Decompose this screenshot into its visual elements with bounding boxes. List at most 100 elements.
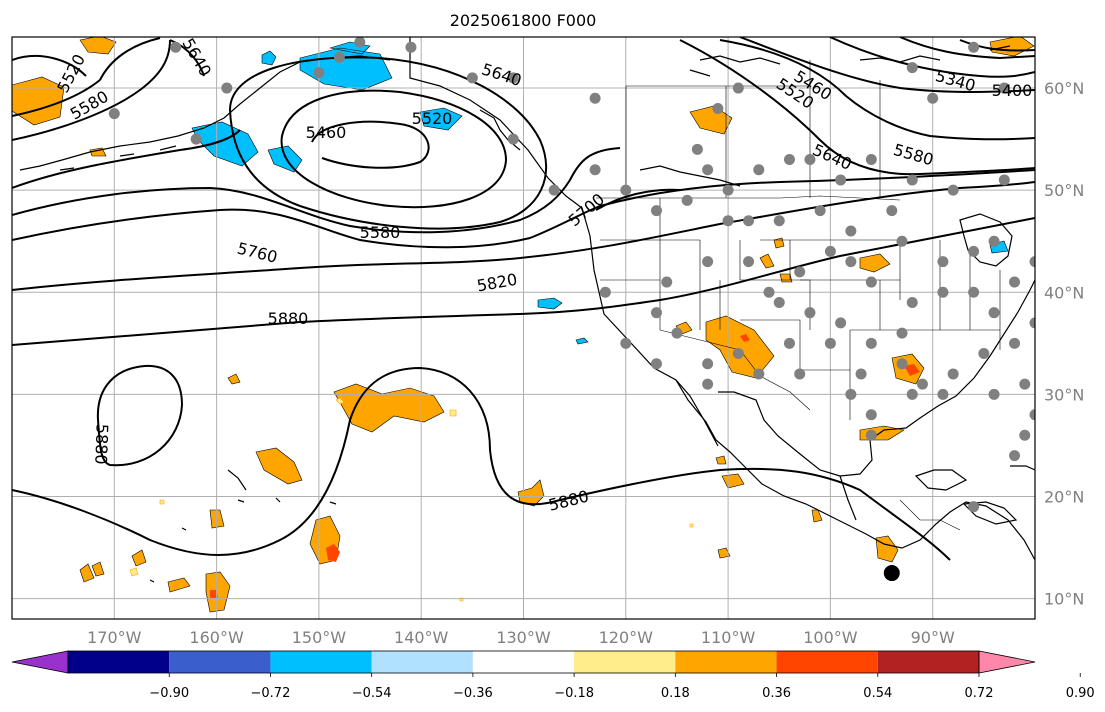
station-dot <box>835 174 847 186</box>
station-dot <box>835 317 847 329</box>
station-dot <box>845 225 857 237</box>
station-dot <box>1019 429 1031 441</box>
contour-label: 5520 <box>412 109 453 128</box>
station-dot <box>1029 409 1035 421</box>
station-dot <box>722 184 734 196</box>
station-dot <box>681 194 693 206</box>
contour-label: 5880 <box>91 424 111 465</box>
station-dot <box>1009 337 1021 349</box>
station-dot <box>507 72 519 84</box>
station-dot <box>947 184 959 196</box>
contour-label: 5400 <box>992 81 1033 100</box>
map-frame <box>11 36 1036 620</box>
colorbar-segment <box>675 651 777 673</box>
longitude-label: 140°W <box>394 628 449 647</box>
station-dot <box>753 368 765 380</box>
station-dot <box>814 205 826 217</box>
station-dot <box>661 276 673 288</box>
map-title: 2025061800 F000 <box>450 11 597 30</box>
station-dot <box>865 409 877 421</box>
station-dot <box>702 256 714 268</box>
station-dot <box>824 245 836 257</box>
station-dot <box>773 296 785 308</box>
station-dot <box>783 154 795 166</box>
station-dot <box>333 51 345 63</box>
station-dot <box>1019 378 1031 390</box>
station-dot <box>313 67 325 79</box>
colorbar-tick-label: −0.18 <box>554 686 594 701</box>
colorbar-segment <box>11 650 69 674</box>
latitude-label: 40°N <box>1044 283 1084 302</box>
colorbar-tick-label: 0.90 <box>1066 686 1095 701</box>
station-dot <box>916 378 928 390</box>
station-dot <box>845 256 857 268</box>
station-dot <box>466 72 478 84</box>
colorbar-tick-label: −0.72 <box>251 686 291 701</box>
colorbar-tick-label: 0.72 <box>965 686 994 701</box>
longitude-label: 100°W <box>803 628 858 647</box>
latitude-label: 30°N <box>1044 385 1084 404</box>
station-dot <box>896 235 908 247</box>
station-dot <box>998 174 1010 186</box>
latitude-label: 20°N <box>1044 487 1084 506</box>
colorbar-segment <box>371 651 473 673</box>
station-dot <box>702 164 714 176</box>
station-dot <box>988 235 1000 247</box>
station-dot <box>896 358 908 370</box>
station-dot <box>998 82 1010 94</box>
latitude-labels: 10°N 20°N 30°N 40°N 50°N 60°N <box>1044 79 1084 609</box>
colorbar-segment <box>472 651 575 673</box>
station-dot <box>968 245 980 257</box>
latitude-label: 10°N <box>1044 590 1084 609</box>
station-dot <box>221 82 233 94</box>
station-dot <box>794 368 806 380</box>
contour-label: 5880 <box>268 309 309 328</box>
station-dot <box>732 82 744 94</box>
station-dot <box>896 327 908 339</box>
colorbar-segment <box>169 651 271 673</box>
station-dot <box>947 368 959 380</box>
longitude-label: 90°W <box>911 628 955 647</box>
station-dot <box>783 337 795 349</box>
station-dot <box>108 108 120 120</box>
longitude-label: 120°W <box>599 628 654 647</box>
station-dot <box>763 286 775 298</box>
colorbar-segment <box>270 651 372 673</box>
station-dot <box>1009 450 1021 462</box>
station-dot <box>507 133 519 145</box>
weak-positive-area <box>129 397 694 602</box>
station-dot <box>906 62 918 74</box>
station-dot <box>865 429 877 441</box>
station-dot <box>824 337 836 349</box>
station-dot <box>702 378 714 390</box>
colorbar-outline <box>67 650 980 674</box>
colorbar-segment <box>776 651 878 673</box>
latitude-label: 60°N <box>1044 79 1084 98</box>
station-dot <box>650 205 662 217</box>
colorbar-segment <box>68 651 170 673</box>
station-dot <box>855 368 867 380</box>
colorbar-tick-label: −0.90 <box>149 686 189 701</box>
station-dot <box>170 41 182 53</box>
station-dot <box>865 154 877 166</box>
station-dot <box>1009 276 1021 288</box>
station-dot <box>354 37 366 48</box>
station-dot <box>743 256 755 268</box>
station-dot <box>190 133 202 145</box>
station-dot <box>937 388 949 400</box>
longitude-label: 150°W <box>292 628 347 647</box>
colorbar-segment <box>978 650 1036 674</box>
station-dot <box>548 184 560 196</box>
station-dot <box>988 388 1000 400</box>
station-dot <box>702 358 714 370</box>
station-dot <box>1029 256 1035 268</box>
contour-label: 5460 <box>306 123 347 142</box>
station-dot <box>968 286 980 298</box>
longitude-label: 160°W <box>189 628 244 647</box>
station-dot <box>886 205 898 217</box>
station-dot <box>845 388 857 400</box>
station-dot <box>865 337 877 349</box>
storm-center-marker <box>883 565 900 582</box>
station-dot <box>743 215 755 227</box>
